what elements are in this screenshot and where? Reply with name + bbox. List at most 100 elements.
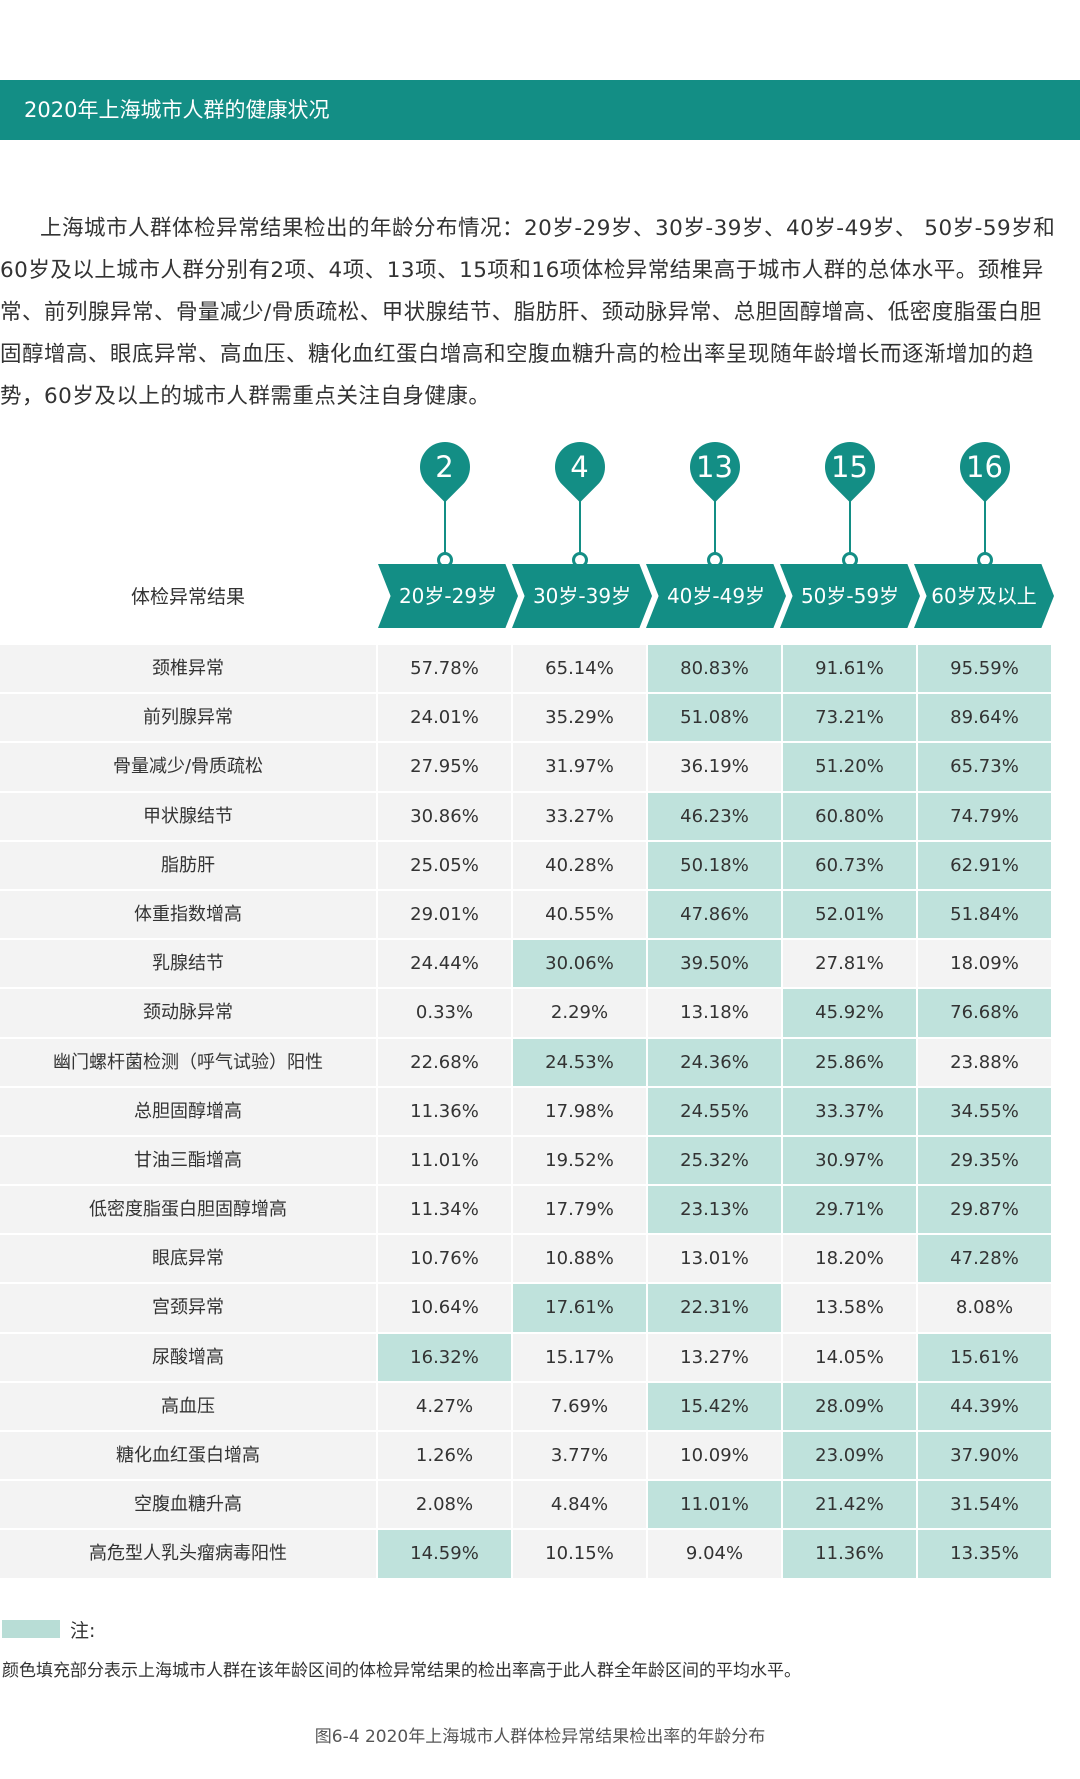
value-cell: 4.27% <box>378 1382 511 1430</box>
table-row: 尿酸增高 16.32% 15.17% 13.27% 14.05% 15.61% <box>0 1333 1052 1383</box>
value-cell-highlighted: 74.79% <box>918 792 1051 840</box>
row-name-cell: 甘油三酯增高 <box>0 1136 376 1185</box>
row-name-cell: 尿酸增高 <box>0 1333 376 1381</box>
value-cell: 19.52% <box>513 1136 646 1185</box>
value-cell-highlighted: 51.08% <box>648 694 781 742</box>
value-cell: 27.81% <box>783 940 916 988</box>
value-cell-highlighted: 29.87% <box>918 1186 1051 1234</box>
legend-title: 注: <box>70 1620 96 1642</box>
value-cell: 2.08% <box>378 1481 511 1529</box>
value-cell: 18.09% <box>918 940 1051 988</box>
pin-count: 2 <box>435 450 454 484</box>
value-cell-highlighted: 24.55% <box>648 1087 781 1135</box>
row-name-cell: 眼底异常 <box>0 1235 376 1283</box>
value-cell: 7.69% <box>513 1382 646 1430</box>
value-cell-highlighted: 47.86% <box>648 890 781 939</box>
value-cell-highlighted: 24.53% <box>513 1038 646 1086</box>
value-cell: 22.68% <box>378 1038 511 1086</box>
table-row: 高危型人乳头瘤病毒阳性 14.59% 10.15% 9.04% 11.36% 13.35% <box>0 1530 1052 1580</box>
value-cell-highlighted: 17.61% <box>513 1284 646 1332</box>
value-cell-highlighted: 65.73% <box>918 743 1051 791</box>
value-cell: 15.17% <box>513 1333 646 1381</box>
value-cell-highlighted: 11.36% <box>783 1530 916 1578</box>
row-name-cell: 总胆固醇增高 <box>0 1087 376 1135</box>
row-name-cell: 骨量减少/骨质疏松 <box>0 743 376 791</box>
value-cell-highlighted: 30.06% <box>513 940 646 988</box>
pin-connector <box>848 496 851 554</box>
row-name-cell: 乳腺结节 <box>0 940 376 988</box>
row-name-cell: 高血压 <box>0 1382 376 1430</box>
value-cell-highlighted: 37.90% <box>918 1432 1051 1480</box>
value-cell-highlighted: 28.09% <box>783 1382 916 1430</box>
value-cell-highlighted: 91.61% <box>783 645 916 693</box>
table-row: 幽门螺杆菌检测（呼气试验）阳性 22.68% 24.53% 24.36% 25.86% 2… <box>0 1038 1052 1088</box>
row-name-cell: 低密度脂蛋白胆固醇增高 <box>0 1186 376 1234</box>
row-name-cell: 宫颈异常 <box>0 1284 376 1332</box>
table-row: 总胆固醇增高 11.36% 17.98% 24.55% 33.37% 34.55% <box>0 1087 1052 1137</box>
table-row: 眼底异常 10.76% 10.88% 13.01% 18.20% 47.28% <box>0 1235 1052 1285</box>
table-row: 甲状腺结节 30.86% 33.27% 46.23% 60.80% 74.79% <box>0 792 1052 842</box>
value-cell-highlighted: 23.09% <box>783 1432 916 1480</box>
value-cell: 30.86% <box>378 792 511 840</box>
row-name-cell: 颈椎异常 <box>0 645 376 693</box>
value-cell-highlighted: 31.54% <box>918 1481 1051 1529</box>
age-group-chevron: 20岁-29岁 <box>378 564 518 628</box>
value-cell-highlighted: 95.59% <box>918 645 1051 693</box>
pin-count: 16 <box>966 450 1003 484</box>
pin-connector <box>443 496 446 554</box>
row-name-cell: 体重指数增高 <box>0 890 376 939</box>
table-row: 甘油三酯增高 11.01% 19.52% 25.32% 30.97% 29.35% <box>0 1136 1052 1187</box>
value-cell-highlighted: 46.23% <box>648 792 781 840</box>
value-cell: 9.04% <box>648 1530 781 1578</box>
table-row: 脂肪肝 25.05% 40.28% 50.18% 60.73% 62.91% <box>0 841 1052 891</box>
row-name-cell: 前列腺异常 <box>0 694 376 742</box>
value-cell-highlighted: 25.32% <box>648 1136 781 1185</box>
figure-caption: 图6-4 2020年上海城市人群体检异常结果检出率的年龄分布 <box>314 1727 766 1747</box>
value-cell: 24.44% <box>378 940 511 988</box>
row-name-cell: 糖化血红蛋白增高 <box>0 1432 376 1480</box>
value-cell: 0.33% <box>378 989 511 1037</box>
table-row: 颈椎异常 57.78% 65.14% 80.83% 91.61% 95.59% <box>0 645 1052 695</box>
value-cell-highlighted: 14.59% <box>378 1530 511 1578</box>
value-cell: 11.01% <box>378 1136 511 1185</box>
value-cell: 8.08% <box>918 1284 1051 1332</box>
value-cell-highlighted: 29.71% <box>783 1186 916 1234</box>
table-row: 颈动脉异常 0.33% 2.29% 13.18% 45.92% 76.68% <box>0 989 1052 1039</box>
value-cell: 13.27% <box>648 1333 781 1381</box>
value-cell-highlighted: 60.80% <box>783 792 916 840</box>
value-cell-highlighted: 30.97% <box>783 1136 916 1185</box>
value-cell: 31.97% <box>513 743 646 791</box>
value-cell: 17.98% <box>513 1087 646 1135</box>
value-cell: 11.34% <box>378 1186 511 1234</box>
table-row: 高血压 4.27% 7.69% 15.42% 28.09% 44.39% <box>0 1382 1052 1432</box>
value-cell: 18.20% <box>783 1235 916 1283</box>
value-cell-highlighted: 33.37% <box>783 1087 916 1135</box>
value-cell-highlighted: 52.01% <box>783 890 916 939</box>
row-name-cell: 颈动脉异常 <box>0 989 376 1037</box>
value-cell: 33.27% <box>513 792 646 840</box>
value-cell: 2.29% <box>513 989 646 1037</box>
value-cell: 65.14% <box>513 645 646 693</box>
pin-connector <box>578 496 581 554</box>
age-group-chevron: 40岁-49岁 <box>646 564 786 628</box>
value-cell: 10.09% <box>648 1432 781 1480</box>
value-cell-highlighted: 73.21% <box>783 694 916 742</box>
age-group-chevron: 50岁-59岁 <box>780 564 920 628</box>
age-group-chevron: 30岁-39岁 <box>512 564 652 628</box>
value-cell: 17.79% <box>513 1186 646 1234</box>
value-cell: 13.01% <box>648 1235 781 1283</box>
count-pins: 2 4 13 15 16 <box>0 431 1080 580</box>
value-cell-highlighted: 34.55% <box>918 1087 1051 1135</box>
value-cell-highlighted: 25.86% <box>783 1038 916 1086</box>
value-cell-highlighted: 16.32% <box>378 1333 511 1381</box>
pin-count: 13 <box>696 450 733 484</box>
value-cell-highlighted: 13.35% <box>918 1530 1051 1578</box>
value-cell-highlighted: 45.92% <box>783 989 916 1037</box>
value-cell: 10.76% <box>378 1235 511 1283</box>
value-cell-highlighted: 15.42% <box>648 1382 781 1430</box>
value-cell: 35.29% <box>513 694 646 742</box>
value-cell-highlighted: 44.39% <box>918 1382 1051 1430</box>
table-row: 乳腺结节 24.44% 30.06% 39.50% 27.81% 18.09% <box>0 940 1052 990</box>
value-cell: 3.77% <box>513 1432 646 1480</box>
value-cell: 24.01% <box>378 694 511 742</box>
